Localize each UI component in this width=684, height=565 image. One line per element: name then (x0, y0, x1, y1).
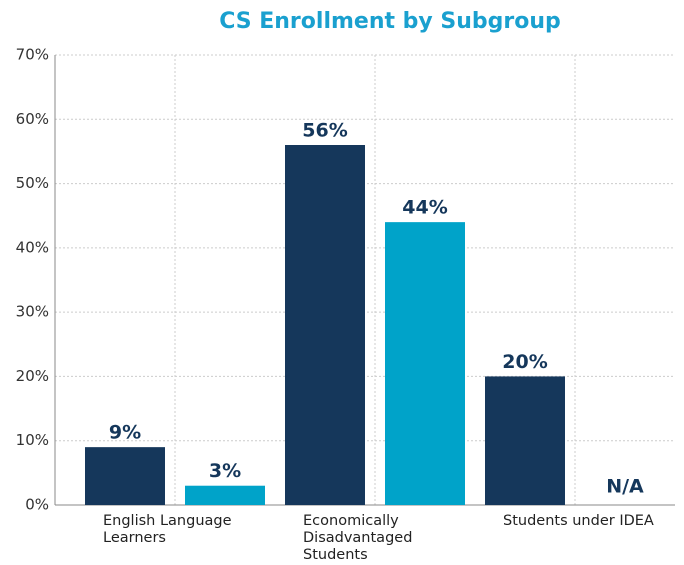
y-tick-label: 60% (16, 110, 49, 128)
y-tick-label: 40% (16, 238, 49, 256)
y-tick-label: 70% (16, 46, 49, 64)
y-tick-label: 10% (16, 431, 49, 449)
data-label: 20% (502, 351, 547, 373)
bar (385, 222, 465, 505)
data-label: 44% (402, 197, 447, 219)
y-tick-label: 20% (16, 367, 49, 385)
data-label: 9% (109, 422, 141, 444)
y-tick-label: 50% (16, 174, 49, 192)
x-tick-label: Economically Disadvantaged Students (303, 513, 413, 563)
bar (285, 145, 365, 505)
data-label: N/A (606, 476, 644, 498)
x-tick-label: English Language Learners (103, 513, 232, 546)
data-label: 3% (209, 460, 241, 482)
x-tick-label: Students under IDEA (503, 513, 654, 529)
bar (485, 376, 565, 505)
y-tick-label: 30% (16, 303, 49, 321)
chart-title: CS Enrollment by Subgroup (219, 9, 561, 34)
y-tick-label: 0% (25, 496, 49, 514)
bar (85, 447, 165, 505)
data-label: 56% (302, 120, 347, 142)
bar (185, 485, 265, 505)
